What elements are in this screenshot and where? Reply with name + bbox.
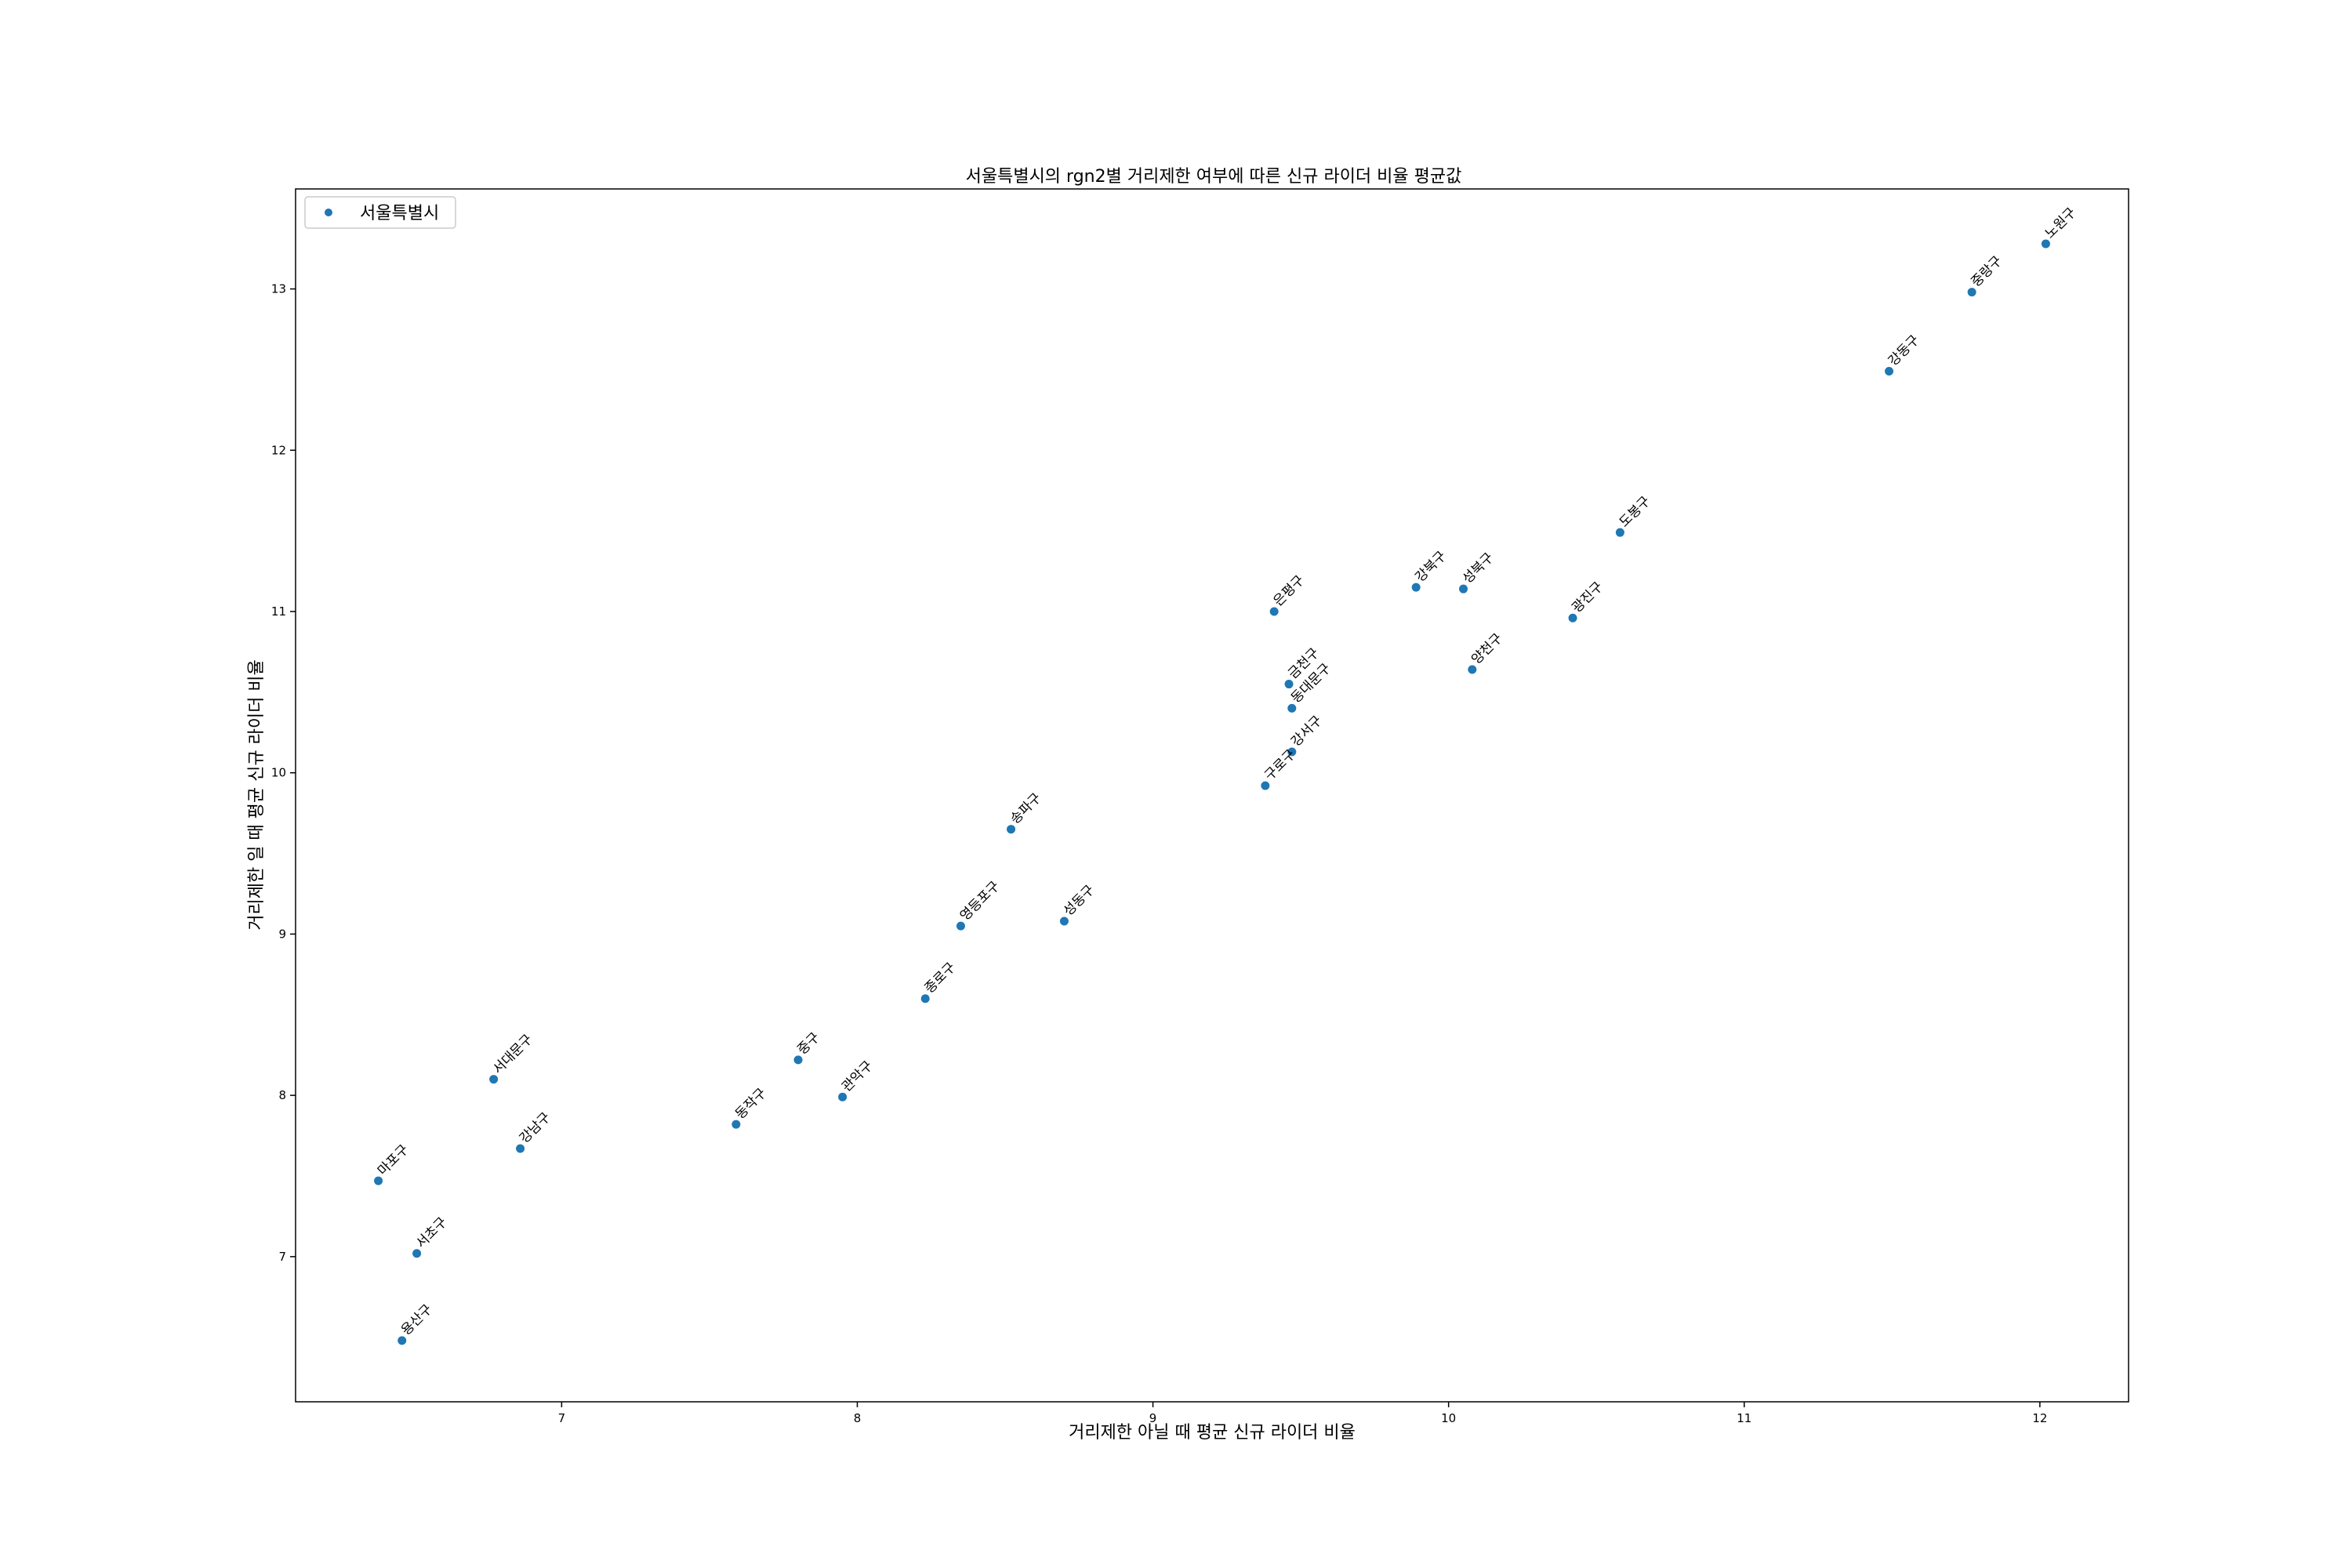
legend: 서울특별시 xyxy=(304,196,456,229)
y-tick-label: 10 xyxy=(271,766,286,780)
scatter-points xyxy=(374,239,2050,1345)
legend-marker xyxy=(325,209,332,216)
y-tick-label: 8 xyxy=(278,1088,286,1102)
scatter-point xyxy=(1459,584,1468,593)
point-labels: 노원구중랑구강동구도봉구성북구강북구광진구은평구양천구금천구동대문구강서구구로구… xyxy=(375,205,2079,1338)
scatter-point xyxy=(838,1092,848,1102)
scatter-point xyxy=(1468,665,1477,674)
x-tick-label: 7 xyxy=(558,1411,566,1425)
scatter-point xyxy=(2041,239,2050,249)
x-tick-label: 10 xyxy=(1441,1411,1456,1425)
scatter-point xyxy=(1287,703,1297,713)
scatter-point xyxy=(1007,825,1016,834)
scatter-point xyxy=(516,1144,525,1153)
point-label: 강북구 xyxy=(1413,548,1450,585)
scatter-point xyxy=(1284,680,1294,689)
point-label: 강서구 xyxy=(1288,713,1325,750)
y-tick-label: 7 xyxy=(278,1250,286,1264)
chart-title: 서울특별시의 rgn2별 거리제한 여부에 따른 신규 라이더 비율 평균값 xyxy=(966,167,1462,187)
point-label: 동작구 xyxy=(732,1085,769,1122)
y-axis-ticks: 7 8 9 10 11 12 13 xyxy=(271,282,296,1264)
point-label: 양천구 xyxy=(1468,630,1505,667)
scatter-point xyxy=(412,1249,422,1258)
y-tick-label: 9 xyxy=(278,927,286,941)
point-label: 성북구 xyxy=(1460,550,1497,586)
plot-area-frame xyxy=(295,188,2129,1403)
scatter-point xyxy=(397,1336,407,1345)
point-label: 송파구 xyxy=(1007,790,1044,827)
point-label: 마포구 xyxy=(375,1142,412,1178)
x-axis-label: 거리제한 아닐 때 평균 신규 라이더 비율 xyxy=(1069,1423,1356,1443)
y-tick-label: 13 xyxy=(271,282,286,296)
scatter-point xyxy=(1568,613,1577,622)
scatter-point xyxy=(1269,607,1279,616)
point-label: 서대문구 xyxy=(490,1032,535,1077)
point-label: 강동구 xyxy=(1886,332,1922,369)
point-label: 광진구 xyxy=(1569,579,1606,615)
scatter-point xyxy=(1411,583,1421,592)
scatter-point xyxy=(956,921,965,931)
scatter-point xyxy=(1615,528,1624,537)
point-label: 용산구 xyxy=(398,1301,435,1338)
scatter-point xyxy=(920,994,930,1004)
point-label: 은평구 xyxy=(1271,572,1308,609)
point-label: 서초구 xyxy=(413,1214,450,1251)
scatter-point xyxy=(374,1176,383,1185)
x-tick-label: 11 xyxy=(1737,1411,1751,1425)
scatter-point xyxy=(1287,747,1297,757)
scatter-point xyxy=(1261,781,1270,790)
y-tick-label: 11 xyxy=(271,604,286,619)
point-label: 중랑구 xyxy=(1969,253,2005,290)
point-label: 중구 xyxy=(794,1029,822,1058)
scatter-point xyxy=(793,1055,803,1065)
point-label: 성동구 xyxy=(1061,882,1098,919)
x-tick-label: 12 xyxy=(2032,1411,2047,1425)
y-tick-label: 12 xyxy=(271,443,286,457)
x-axis-ticks: 7 8 9 10 11 12 xyxy=(558,1402,2047,1425)
scatter-point xyxy=(1059,916,1069,926)
scatter-point xyxy=(489,1075,499,1084)
scatter-point xyxy=(1885,366,1894,376)
x-tick-label: 9 xyxy=(1149,1411,1157,1425)
scatter-point xyxy=(1967,288,1976,297)
point-label: 노원구 xyxy=(2042,205,2079,241)
point-label: 구로구 xyxy=(1261,746,1298,783)
y-axis-label: 거리제한 일 때 평균 신규 라이더 비율 xyxy=(247,659,267,931)
point-label: 강남구 xyxy=(517,1109,554,1146)
scatter-point xyxy=(731,1120,741,1129)
legend-box xyxy=(304,196,456,229)
legend-entry: 서울특별시 xyxy=(360,204,439,223)
point-label: 영등포구 xyxy=(957,878,1003,924)
point-label: 관악구 xyxy=(839,1058,876,1094)
point-label: 도봉구 xyxy=(1617,493,1653,530)
x-tick-label: 8 xyxy=(854,1411,862,1425)
point-label: 종로구 xyxy=(922,960,959,996)
